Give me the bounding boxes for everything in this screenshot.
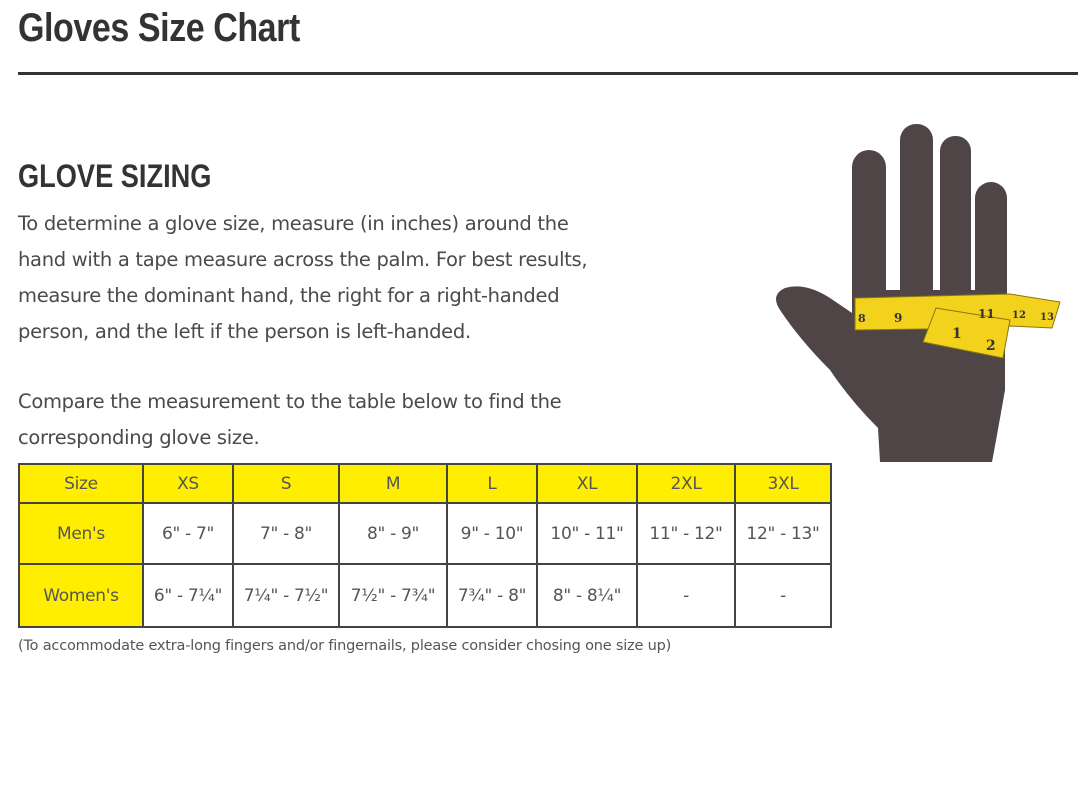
table-cell: 7¼" - 7½" — [232, 563, 340, 628]
text-line: Compare the measurement to the table bel… — [18, 390, 562, 413]
header-cell: L — [446, 463, 538, 504]
title-divider — [18, 72, 1078, 75]
table-cell: - — [636, 563, 736, 628]
header-cell: Size — [18, 463, 144, 504]
tape-measure-icon: 8 9 11 12 13 1 2 — [854, 293, 1061, 359]
header-cell: XS — [142, 463, 234, 504]
header-cell: 3XL — [734, 463, 832, 504]
table-cell: 10" - 11" — [536, 502, 638, 565]
table-cell: 12" - 13" — [734, 502, 832, 565]
row-label: Men's — [18, 502, 144, 565]
header-cell: S — [232, 463, 340, 504]
header-cell: XL — [536, 463, 638, 504]
compare-paragraph: Compare the measurement to the table bel… — [18, 384, 698, 456]
table-cell: 6" - 7¼" — [142, 563, 234, 628]
row-label: Women's — [18, 563, 144, 628]
tape-number: 13 — [1040, 312, 1054, 323]
table-cell: 7½" - 7¾" — [338, 563, 448, 628]
table-cell: 7" - 8" — [232, 502, 340, 565]
tape-number: 1 — [952, 326, 962, 342]
hand-measure-illustration: 8 9 11 12 13 1 2 — [776, 124, 1061, 462]
page-title: Gloves Size Chart — [18, 6, 300, 50]
table-cell: 7¾" - 8" — [446, 563, 538, 628]
table-cell: 8" - 8¼" — [536, 563, 638, 628]
header-cell: M — [338, 463, 448, 504]
table-cell: 9" - 10" — [446, 502, 538, 565]
text-line: To determine a glove size, measure (in i… — [18, 212, 569, 235]
table-cell: 8" - 9" — [338, 502, 448, 565]
text-line: measure the dominant hand, the right for… — [18, 284, 560, 307]
table-header-row: Size XS S M L XL 2XL 3XL — [18, 463, 832, 504]
tape-number: 2 — [986, 338, 996, 354]
section-heading: GLOVE SIZING — [18, 158, 212, 194]
tape-number: 12 — [1012, 310, 1026, 321]
size-table: Size XS S M L XL 2XL 3XL Men's 6" - 7" 7… — [18, 463, 832, 628]
text-line: corresponding glove size. — [18, 426, 260, 449]
table-cell: 6" - 7" — [142, 502, 234, 565]
table-cell: 11" - 12" — [636, 502, 736, 565]
header-cell: 2XL — [636, 463, 736, 504]
tape-number: 8 — [858, 312, 866, 325]
footnote: (To accommodate extra-long fingers and/o… — [18, 638, 672, 654]
table-row: Men's 6" - 7" 7" - 8" 8" - 9" 9" - 10" 1… — [18, 502, 832, 565]
hand-icon — [776, 124, 1007, 462]
table-cell: - — [734, 563, 832, 628]
text-line: person, and the left if the person is le… — [18, 320, 471, 343]
instructions-paragraph: To determine a glove size, measure (in i… — [18, 206, 698, 350]
tape-number: 11 — [978, 307, 995, 321]
table-row: Women's 6" - 7¼" 7¼" - 7½" 7½" - 7¾" 7¾"… — [18, 563, 832, 628]
text-line: hand with a tape measure across the palm… — [18, 248, 588, 271]
tape-number: 9 — [894, 311, 902, 325]
